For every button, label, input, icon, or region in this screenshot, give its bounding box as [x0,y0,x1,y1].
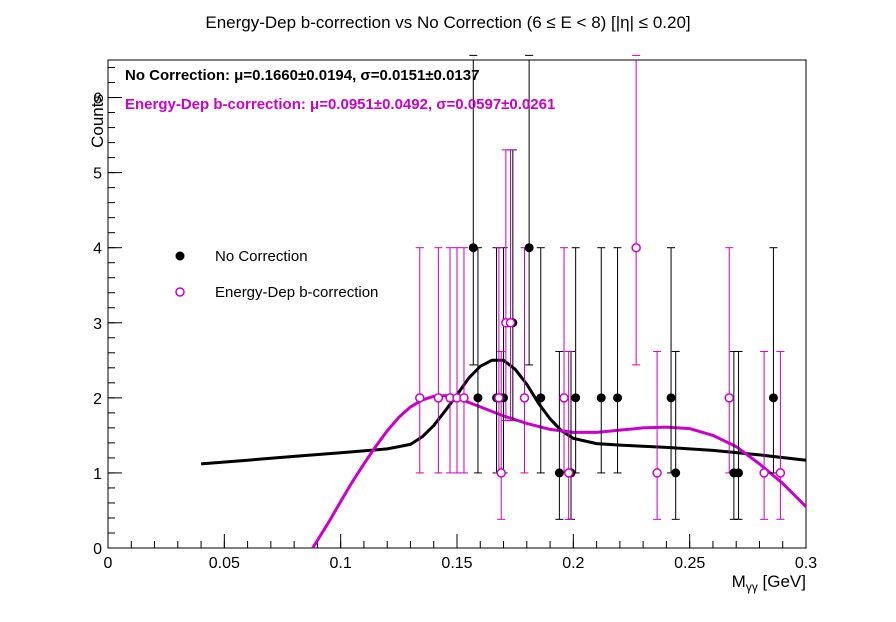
x-tick-label: 0.15 [441,555,472,572]
data-point-no-correction [536,393,546,403]
fit-stats: No Correction: μ=0.1660±0.0194, σ=0.0151… [125,67,555,113]
y-tick-label: 2 [93,391,102,408]
data-point-no-correction [571,393,581,403]
data-point-no-correction [473,393,483,403]
data-point-energy-dep [559,393,569,403]
data-point-energy-dep [631,242,641,253]
data-point-energy-dep [563,468,574,478]
legend: No Correction Energy-Dep b-correction [175,248,378,301]
fit-curves [200,358,808,549]
data-point-no-correction [734,468,744,478]
x-tick-label: 0.1 [330,555,352,572]
error-bars [415,54,785,520]
y-axis: 0 1 2 3 4 5 6 [93,67,122,558]
data-point-no-correction [671,468,681,478]
data-point-no-correction [768,393,778,403]
data-point-energy-dep [459,393,469,403]
x-tick-label: 0.25 [674,555,705,572]
y-tick-label: 4 [93,241,102,258]
legend-marker-no-correction [175,251,185,261]
data-point-no-correction [666,393,676,403]
x-tick-label: 0 [104,555,113,572]
x-axis-label-subscript: γγ [746,580,758,594]
x-axis-label-main: M [732,572,746,591]
data-point-energy-dep [505,318,516,328]
fit-stat-no-correction: No Correction: μ=0.1660±0.0194, σ=0.0151… [125,67,479,84]
fit-curve-energy-dep [311,394,808,549]
data-point-energy-dep [433,393,444,403]
data-point-energy-dep [775,468,786,478]
fit-stat-energy-dep: Energy-Dep b-correction: μ=0.0951±0.0492… [125,96,555,113]
x-axis-label-unit: [GeV] [758,572,806,591]
data-point-no-correction [524,243,534,253]
x-tick-label: 0.3 [795,555,817,572]
x-axis-label: Mγγ [GeV] [732,572,806,594]
y-tick-label: 3 [93,316,102,333]
legend-marker-energy-dep [175,287,185,297]
legend-label-no-correction: No Correction [215,248,308,265]
x-tick-label: 0.2 [562,555,584,572]
data-point-no-correction [468,243,478,253]
y-tick-label: 6 [93,91,102,108]
y-tick-label: 1 [93,466,102,483]
data-point-no-correction [613,393,623,403]
data-point-no-correction [596,393,606,403]
y-tick-label: 0 [93,541,102,558]
data-point-energy-dep [724,393,734,403]
x-axis: 0 0.05 0.1 0.15 0.2 0.25 0.3 [104,534,817,572]
chart-title: Energy-Dep b-correction vs No Correction… [205,13,690,32]
legend-label-energy-dep: Energy-Dep b-correction [215,284,378,301]
y-tick-label: 5 [93,166,102,183]
data-point-no-correction [554,468,564,478]
y-axis-label: Counts [88,94,107,148]
x-tick-label: 0.05 [209,555,240,572]
data-point-energy-dep [519,393,530,403]
data-point-energy-dep [415,393,425,403]
data-points [415,242,786,478]
data-point-energy-dep [759,468,769,478]
fit-curve-no-correction [200,358,807,466]
data-point-energy-dep [652,468,662,478]
data-point-energy-dep [496,468,506,478]
data-point-energy-dep [494,393,504,403]
